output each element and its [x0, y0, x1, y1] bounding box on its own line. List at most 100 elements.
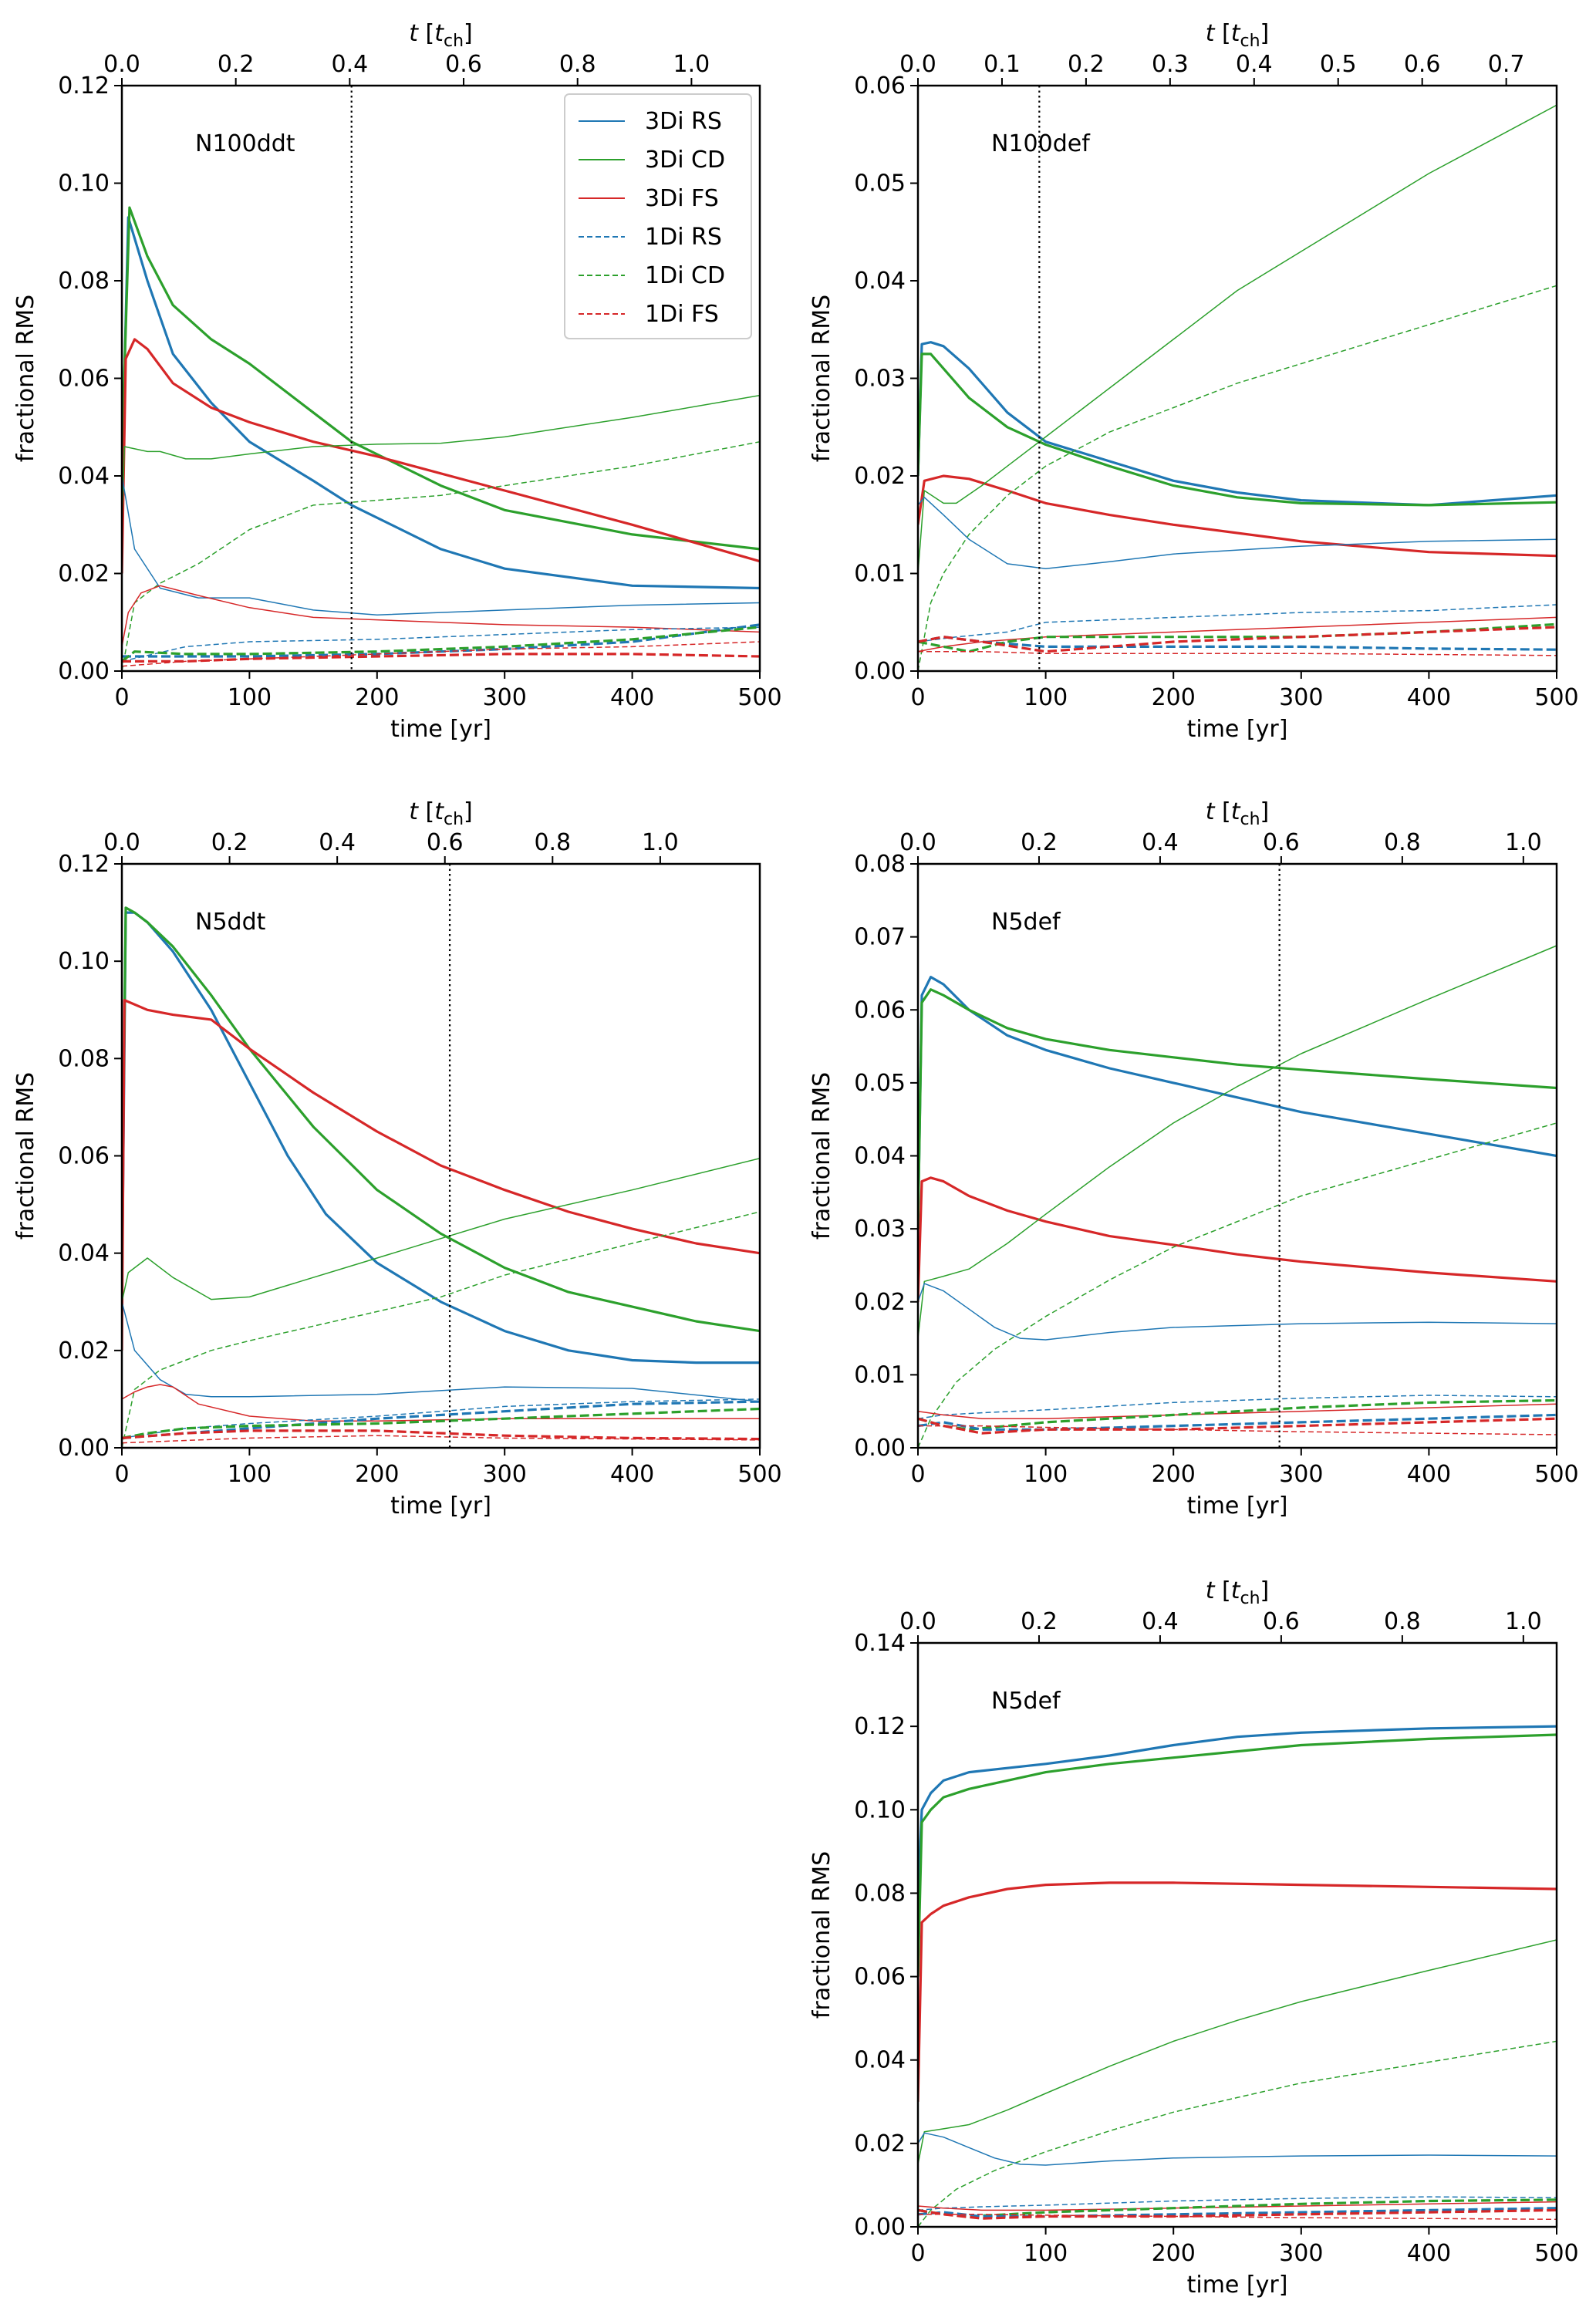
- x-tick-label: 400: [1407, 684, 1451, 711]
- y-tick-label: 0.12: [58, 73, 110, 100]
- panel-n5ddt: 0.00 0.02 0.04 0.06 0.08 0.10 0.12 0 100 200 300 40…: [12, 798, 782, 1520]
- series-group: [918, 1725, 1557, 2227]
- series-group: [122, 206, 760, 671]
- x-tick-label: 500: [737, 684, 781, 711]
- y-tick-label: 0.06: [854, 73, 906, 100]
- series-group: [122, 906, 760, 1448]
- top-tick-label: 0.2: [211, 829, 248, 856]
- top-tick-label: 0.6: [1263, 1608, 1300, 1635]
- top-tick-label: 0.4: [1236, 51, 1273, 78]
- top-tick-label: 0.4: [1142, 1608, 1179, 1635]
- top-label-sub: ch: [444, 32, 464, 51]
- top-label-close: ]: [1260, 20, 1270, 47]
- y-tick-label: 0.08: [58, 268, 110, 295]
- x-tick-label: 0: [910, 684, 925, 711]
- x-axis-label: time [yr]: [390, 1493, 491, 1520]
- x-tick-label: 100: [1024, 684, 1068, 711]
- y-axis-label: fractional RMS: [12, 1072, 39, 1240]
- top-tick-label: 0.5: [1320, 51, 1357, 78]
- top-tick-label: 0.6: [427, 829, 464, 856]
- series-cd-1di: [918, 285, 1557, 671]
- series-cd-1di: [122, 440, 760, 671]
- series-fs-thick: [918, 1176, 1557, 1302]
- y-tick-label: 0.00: [854, 1435, 906, 1462]
- x-tick-label: 200: [355, 1461, 399, 1488]
- x-tick-label: 300: [483, 1461, 527, 1488]
- top-label-t: t: [1206, 20, 1216, 47]
- top-label-sub: ch: [444, 810, 464, 829]
- series-rs-1di-thick: [122, 1400, 760, 1439]
- top-tick-label: 0.2: [1021, 829, 1058, 856]
- y-tick-label: 0.08: [58, 1045, 110, 1072]
- top-tick-label: 0.4: [319, 829, 356, 856]
- top-tick-label: 0.8: [1384, 1608, 1421, 1635]
- x-tick-label: 100: [1024, 1461, 1068, 1488]
- y-axis-label: fractional RMS: [808, 1851, 835, 2019]
- plot-frame: [916, 84, 1558, 673]
- y-tick-label: 0.01: [854, 1361, 906, 1388]
- legend-frame: [564, 93, 752, 339]
- panel-n5def: 0.00 0.01 0.02 0.03 0.04 0.05 0.06 0.07 0.08 0 100…: [808, 798, 1579, 1520]
- top-tick-label: 0.8: [559, 51, 596, 78]
- panel-n5def-bottom: 0.00 0.02 0.04 0.06 0.08 0.10 0.12 0.14 0 100 200 3…: [808, 1577, 1579, 2299]
- top-label-bracket: [: [1214, 1577, 1230, 1604]
- series-rs-1di-thick: [918, 1413, 1557, 1431]
- y-tick-label: 0.08: [854, 851, 906, 878]
- y-tick-label: 0.00: [854, 658, 906, 685]
- series-fs-1di-thin: [122, 1435, 760, 1444]
- top-label-t: t: [409, 798, 419, 825]
- series-cd-thick: [918, 352, 1557, 507]
- top-tick-label: 1.0: [642, 829, 679, 856]
- plot-frame: [916, 862, 1558, 1449]
- top-label-bracket: [: [1214, 798, 1230, 825]
- top-tick-label: 0.0: [103, 51, 140, 78]
- series-fs-1di-thick: [918, 2208, 1557, 2220]
- y-tick-label: 0.10: [854, 1796, 906, 1823]
- legend-label: 3Di FS: [645, 185, 719, 212]
- series-cd-thick: [122, 206, 760, 551]
- series-cd-1di: [122, 1211, 760, 1448]
- panel-title: N5ddt: [195, 909, 266, 936]
- series-fs-thin: [918, 616, 1557, 653]
- top-tick-label: 0.0: [899, 829, 936, 856]
- top-label-sub: ch: [1240, 810, 1260, 829]
- top-label-t2: t: [1231, 798, 1241, 825]
- series-fs-1di-thin: [918, 1425, 1557, 1435]
- series-fs-thick: [918, 474, 1557, 558]
- y-tick-label: 0.08: [854, 1880, 906, 1907]
- panel-n100ddt: 0.00 0.02 0.04 0.06 0.08 0.10 0.12 0 100 200 300 40…: [12, 20, 782, 743]
- y-tick-label: 0.05: [854, 1070, 906, 1097]
- series-cd-1di-thick: [122, 1407, 760, 1439]
- series-cd-1di: [918, 2040, 1557, 2227]
- y-tick-label: 0.04: [58, 463, 110, 490]
- top-label-close: ]: [464, 798, 473, 825]
- x-axis-label: time [yr]: [1187, 1493, 1288, 1520]
- series-fs-1di-thick: [122, 1429, 760, 1441]
- series-rs-1di: [122, 626, 760, 663]
- series-cd-thin: [918, 104, 1557, 574]
- top-tick-label: 0.2: [1068, 51, 1105, 78]
- top-tick-label: 0.6: [1263, 829, 1300, 856]
- series-fs-1di-thick: [122, 653, 760, 663]
- top-tick-label: 0.8: [1384, 829, 1421, 856]
- series-fs-thin: [122, 1384, 760, 1422]
- top-label-t: t: [1206, 798, 1216, 825]
- series-cd-thick: [918, 1733, 1557, 1977]
- top-tick-label: 0.7: [1488, 51, 1525, 78]
- y-axis-label: fractional RMS: [808, 295, 835, 462]
- top-label-bracket: [: [418, 798, 434, 825]
- panel-title: N5def: [991, 1688, 1061, 1715]
- y-tick-label: 0.07: [854, 924, 906, 951]
- x-tick-label: 400: [610, 684, 654, 711]
- top-label-bracket: [: [418, 20, 434, 47]
- top-tick-label: 0.4: [331, 51, 368, 78]
- panel-title: N100ddt: [195, 130, 295, 157]
- top-tick-label: 0.6: [445, 51, 482, 78]
- y-tick-label: 0.00: [58, 1435, 110, 1462]
- x-tick-label: 0: [114, 684, 129, 711]
- top-label-t2: t: [1231, 1577, 1241, 1604]
- y-tick-label: 0.02: [854, 1289, 906, 1316]
- top-label-t2: t: [1231, 20, 1241, 47]
- series-cd-thin: [122, 394, 760, 525]
